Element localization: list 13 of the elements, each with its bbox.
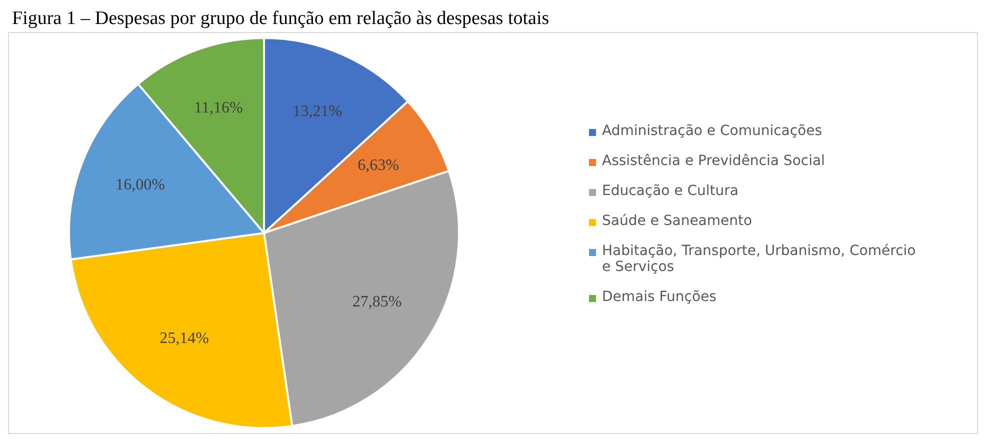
data-label: 13,21% — [292, 102, 342, 120]
data-label: 25,14% — [160, 330, 209, 348]
data-label: 27,85% — [352, 294, 402, 311]
legend-label: Demais Funções — [602, 289, 716, 305]
data-label: 16,00% — [116, 176, 165, 194]
legend-label: Saúde e Saneamento — [602, 213, 752, 229]
legend-label: Habitação, Transporte, Urbanismo, Comércio e Serviços — [602, 243, 917, 275]
legend-label: Educação e Cultura — [602, 183, 738, 199]
legend-label: Assistência e Previdência Social — [602, 153, 825, 169]
chart-title: Figura 1 – Despesas por grupo de função em relação às despesas totais — [11, 8, 550, 30]
data-label: 11,16% — [194, 100, 243, 117]
legend-label: Administração e Comunicações — [602, 123, 822, 139]
data-label: 6,63% — [358, 156, 399, 174]
